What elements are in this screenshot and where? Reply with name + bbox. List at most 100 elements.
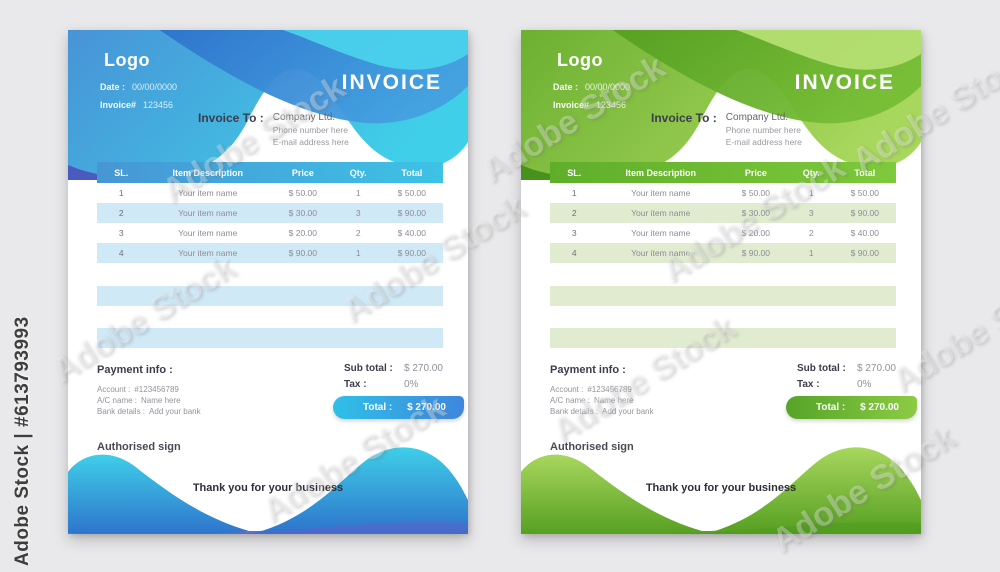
email-placeholder: E-mail address here [725, 136, 802, 147]
table-row: 2 Your item name $ 30.00 3 $ 90.00 [97, 203, 443, 223]
column-header-item: Item Description [172, 167, 243, 178]
cell-price: $ 20.00 [741, 228, 771, 238]
items-table-header: SL. Item Description Price Qty. Total [97, 162, 443, 183]
column-header-price: Price [291, 167, 314, 178]
footer-wave-graphic [68, 447, 468, 534]
grand-total-pill: Total : $ 270.00 [333, 396, 464, 419]
logo-text: Logo [557, 50, 603, 70]
date-line: Date : 00/00/0000 [100, 82, 177, 92]
date-line: Date : 00/00/0000 [553, 82, 630, 92]
empty-row-stripe [550, 328, 896, 348]
cell-qty: 1 [355, 248, 361, 258]
phone-placeholder: Phone number here [272, 125, 348, 135]
table-row: 4 Your item name $ 90.00 1 $ 90.00 [97, 243, 443, 263]
authorised-sign-label: Authorised sign [550, 441, 634, 453]
invoice-to-details: Company Ltd. Phone number here E-mail ad… [273, 111, 349, 148]
header-wave-graphic [68, 30, 468, 180]
column-header-sl: SL. [114, 167, 129, 178]
bank-details-line: Bank details : Add your bank [550, 406, 654, 417]
cell-total: $ 40.00 [397, 228, 426, 238]
table-row: 3 Your item name $ 20.00 2 $ 40.00 [97, 223, 443, 243]
empty-row-stripe [97, 328, 443, 348]
footer-wave-graphic [521, 447, 921, 534]
cell-item: Your item name [178, 188, 238, 198]
items-table-body: 1 Your item name $ 50.00 1 $ 50.00 2 You… [550, 183, 896, 263]
cell-sl: 3 [118, 228, 124, 238]
table-row: 4 Your item name $ 90.00 1 $ 90.00 [550, 243, 896, 263]
table-row: 3 Your item name $ 20.00 2 $ 40.00 [550, 223, 896, 243]
cell-total: $ 90.00 [397, 248, 426, 258]
cell-price: $ 90.00 [288, 248, 318, 258]
cell-total: $ 50.00 [397, 188, 426, 198]
cell-sl: 1 [118, 188, 124, 198]
invoice-to-label: Invoice To : [651, 111, 717, 125]
ac-name-line: A/C name : Name here [97, 395, 201, 406]
subtotal-value: $ 270.00 [404, 363, 443, 374]
cell-item: Your item name [631, 248, 691, 258]
tax-label: Tax : [344, 379, 367, 390]
grand-total-label: Total : [816, 402, 846, 413]
cell-qty: 1 [808, 248, 814, 258]
invoice-number-label: Invoice# [553, 100, 590, 110]
column-header-price: Price [744, 167, 767, 178]
cell-price: $ 50.00 [741, 188, 771, 198]
grand-total-value: $ 270.00 [407, 402, 446, 413]
cell-sl: 4 [571, 248, 577, 258]
table-row: 1 Your item name $ 50.00 1 $ 50.00 [97, 183, 443, 203]
bank-details-value: Add your bank [602, 407, 654, 416]
items-table-header: SL. Item Description Price Qty. Total [550, 162, 896, 183]
cell-qty: 3 [808, 208, 814, 218]
invoice-to-label: Invoice To : [198, 111, 264, 125]
phone-placeholder: Phone number here [725, 125, 801, 135]
cell-sl: 4 [118, 248, 124, 258]
cell-item: Your item name [178, 248, 238, 258]
account-label: Account : [97, 385, 131, 394]
cell-price: $ 20.00 [288, 228, 318, 238]
items-table: SL. Item Description Price Qty. Total 1 … [550, 162, 896, 263]
items-table: SL. Item Description Price Qty. Total 1 … [97, 162, 443, 263]
thank-you-text: Thank you for your business [645, 482, 797, 494]
column-header-total: Total [854, 167, 876, 178]
date-value: 00/00/0000 [585, 82, 631, 92]
account-line: Account : #123456789 [97, 384, 201, 395]
cell-sl: 1 [571, 188, 577, 198]
invoice-to-details: Company Ltd. Phone number here E-mail ad… [726, 111, 802, 148]
company-name: Company Ltd. [272, 112, 336, 123]
invoice-to-block: Invoice To : Company Ltd. Phone number h… [198, 111, 349, 148]
invoice-title: INVOICE [794, 71, 895, 94]
subtotal-line: Sub total : $ 270.00 [344, 363, 443, 374]
tax-value: 0% [404, 379, 419, 390]
bank-details-label: Bank details : [97, 407, 146, 416]
subtotal-value: $ 270.00 [857, 363, 896, 374]
ac-name-label: A/C name : [550, 396, 591, 405]
tax-label: Tax : [797, 379, 820, 390]
payment-info-block: Payment info : Account : #123456789 A/C n… [550, 364, 654, 417]
tax-value: 0% [857, 379, 872, 390]
cell-price: $ 30.00 [288, 208, 318, 218]
ac-name-value: Name here [141, 396, 181, 405]
date-label: Date : [553, 82, 579, 92]
company-name: Company Ltd. [725, 112, 789, 123]
invoice-title: INVOICE [341, 71, 442, 94]
subtotal-line: Sub total : $ 270.00 [797, 363, 896, 374]
invoice-number-line: Invoice# 123456 [553, 100, 626, 110]
empty-row-stripe [550, 286, 896, 306]
cell-qty: 2 [355, 228, 361, 238]
cell-price: $ 50.00 [288, 188, 318, 198]
invoice-number-value: 123456 [596, 100, 627, 110]
grand-total-label: Total : [363, 402, 393, 413]
cell-total: $ 40.00 [850, 228, 879, 238]
invoice-number-line: Invoice# 123456 [100, 100, 173, 110]
cell-sl: 3 [571, 228, 577, 238]
subtotal-label: Sub total : [797, 363, 846, 374]
cell-sl: 2 [571, 208, 577, 218]
cell-total: $ 90.00 [850, 248, 879, 258]
cell-total: $ 90.00 [850, 208, 879, 218]
cell-qty: 3 [355, 208, 361, 218]
date-label: Date : [100, 82, 126, 92]
column-header-qty: Qty. [349, 167, 367, 178]
grand-total-value: $ 270.00 [860, 402, 899, 413]
thank-you-text: Thank you for your business [192, 482, 344, 494]
column-header-qty: Qty. [802, 167, 820, 178]
